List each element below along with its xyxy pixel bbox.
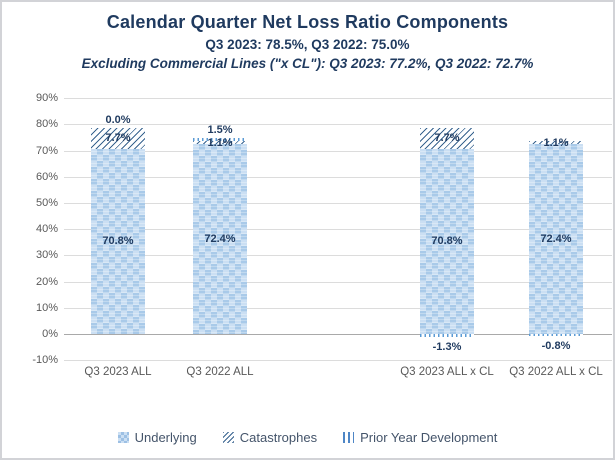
- legend-label: Prior Year Development: [360, 430, 498, 445]
- legend-swatch-diag-icon: [222, 432, 234, 443]
- gridline: [64, 307, 612, 309]
- pyd-value-label: 0.0%: [105, 114, 131, 127]
- chart-title: Calendar Quarter Net Loss Ratio Componen…: [106, 12, 509, 32]
- bar-segment-underlying: [529, 144, 583, 334]
- bar-segment-pyd: [193, 137, 247, 142]
- bar-segment-catastrophes: [91, 128, 145, 149]
- pyd-value-label: -0.8%: [541, 340, 571, 353]
- legend-swatch-vert-icon: [343, 432, 355, 443]
- x-axis-category-label: Q3 2023 ALL x CL: [400, 366, 494, 378]
- chart-subtitle: Q3 2023: 78.5%, Q3 2022: 75.0%: [205, 37, 410, 52]
- gridline: [64, 124, 612, 126]
- bar-segment-underlying: [193, 144, 247, 334]
- y-axis-tick-label: 30%: [35, 249, 58, 262]
- gridline: [64, 98, 612, 100]
- y-axis-tick-label: 40%: [35, 223, 58, 236]
- gridline: [64, 255, 612, 257]
- gridline: [64, 150, 612, 152]
- gridline: [64, 176, 612, 178]
- bar-segment-pyd-negative: [529, 334, 583, 337]
- x-axis-category-label: Q3 2022 ALL x CL: [509, 366, 603, 378]
- gridline: [64, 203, 612, 204]
- underlying-value-label: 72.4%: [204, 233, 236, 246]
- bar-segment-underlying: [91, 148, 145, 334]
- underlying-value-label: 70.8%: [102, 235, 134, 248]
- underlying-value-label: 72.4%: [540, 233, 572, 246]
- pyd-value-label: 1.5%: [207, 123, 233, 136]
- y-axis-tick-label: 70%: [35, 144, 58, 157]
- legend-item: Prior Year Development: [343, 430, 497, 445]
- gridline: [64, 281, 612, 283]
- catastrophes-value-label: 1.1%: [207, 136, 233, 149]
- bar-segment-catastrophes: [193, 141, 247, 145]
- x-axis-category-label: Q3 2023 ALL: [84, 366, 152, 378]
- legend-label: Underlying: [134, 430, 197, 445]
- legend-swatch-checker-icon: [117, 432, 129, 443]
- catastrophes-value-label: 1.1%: [543, 136, 569, 149]
- legend-label: Catastrophes: [239, 430, 318, 445]
- y-axis-tick-label: 80%: [35, 118, 58, 131]
- gridline: [64, 229, 612, 231]
- y-axis-tick-label: 50%: [35, 197, 58, 209]
- gridline: [64, 360, 612, 362]
- catastrophes-value-label: 7.7%: [105, 132, 131, 145]
- y-axis-tick-label: -10%: [32, 354, 58, 367]
- y-axis-tick-label: 90%: [35, 92, 58, 105]
- y-axis-tick-label: 0%: [42, 328, 58, 340]
- legend: Underlying Catastrophes Prior Year Develop…: [2, 430, 613, 445]
- chart-subtitle-excl: Excluding Commercial Lines ("x CL"): Q3 …: [81, 56, 534, 71]
- y-axis-tick-label: 20%: [35, 275, 58, 288]
- chart-header: Calendar Quarter Net Loss Ratio Componen…: [2, 12, 613, 71]
- pyd-value-label: -1.3%: [432, 341, 462, 354]
- legend-item: Catastrophes: [222, 430, 318, 445]
- x-axis-category-label: Q3 2022 ALL: [186, 366, 254, 378]
- y-axis-tick-label: 60%: [35, 170, 58, 183]
- x-axis-line: [64, 334, 612, 335]
- legend-item: Underlying: [117, 430, 197, 445]
- bar-segment-catastrophes: [529, 141, 583, 145]
- bar-segment-underlying: [420, 148, 474, 334]
- catastrophes-value-label: 7.7%: [434, 132, 460, 145]
- bar-segment-pyd-negative: [420, 334, 474, 338]
- bar-segment-catastrophes: [420, 128, 474, 149]
- y-axis-tick-label: 10%: [35, 301, 58, 314]
- underlying-value-label: 70.8%: [431, 235, 463, 248]
